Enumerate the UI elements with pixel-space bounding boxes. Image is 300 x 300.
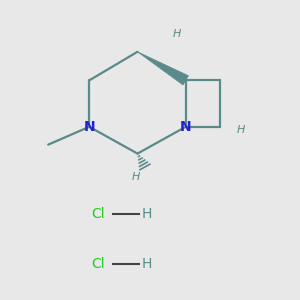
Text: H: H xyxy=(131,172,140,182)
Text: Cl: Cl xyxy=(92,257,105,271)
Polygon shape xyxy=(137,52,188,85)
Text: H: H xyxy=(141,257,152,271)
Text: methyl: methyl xyxy=(38,143,43,144)
Text: H: H xyxy=(237,125,245,135)
Text: H: H xyxy=(172,29,181,39)
Text: H: H xyxy=(141,207,152,221)
Text: N: N xyxy=(83,120,95,134)
Text: N: N xyxy=(180,120,191,134)
Text: Cl: Cl xyxy=(92,207,105,221)
